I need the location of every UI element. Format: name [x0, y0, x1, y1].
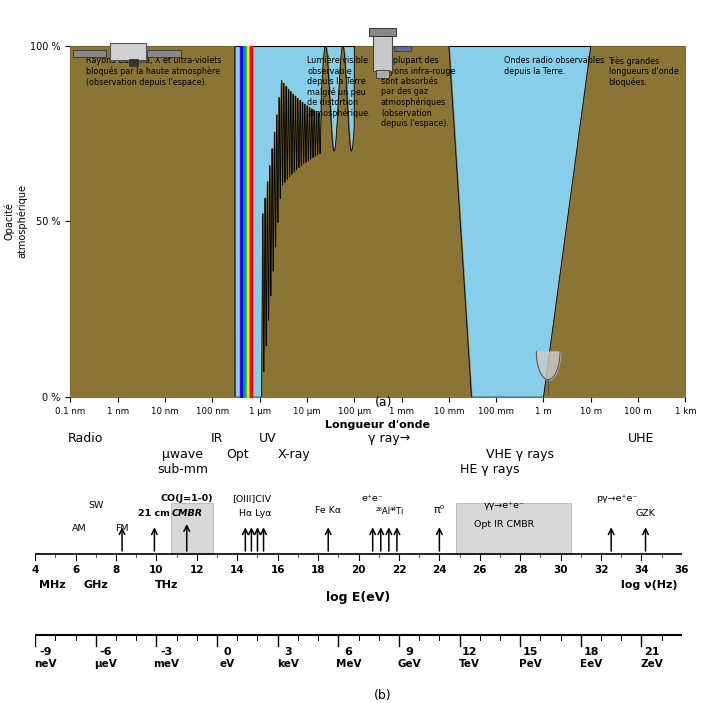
Text: 18: 18	[583, 647, 599, 657]
Text: SW: SW	[88, 501, 103, 510]
Text: (a): (a)	[375, 396, 392, 409]
Text: 6: 6	[72, 565, 79, 575]
Text: CO(J=1-0): CO(J=1-0)	[160, 494, 213, 503]
Text: HE γ rays: HE γ rays	[460, 463, 520, 475]
Text: La plupart des
rayons infra-rouge
sont absorbés
par des gaz
atmosphériques
(obse: La plupart des rayons infra-rouge sont a…	[381, 56, 456, 128]
Text: 22: 22	[392, 565, 406, 575]
Text: eV: eV	[219, 659, 235, 669]
Text: 30: 30	[553, 565, 568, 575]
Text: Ondes radio observables
depuis la Terre.: Ondes radio observables depuis la Terre.	[504, 56, 604, 76]
Text: log ν(Hz): log ν(Hz)	[621, 580, 678, 590]
Text: 21: 21	[644, 647, 659, 657]
Text: 28: 28	[513, 565, 527, 575]
Text: sub-mm: sub-mm	[157, 463, 208, 475]
Text: 32: 32	[594, 565, 608, 575]
Text: 36: 36	[675, 565, 689, 575]
Text: AM: AM	[72, 524, 87, 533]
Bar	[110, 43, 146, 60]
Text: neV: neV	[34, 659, 56, 669]
Text: log E(eV): log E(eV)	[326, 591, 391, 605]
Bar	[147, 50, 181, 57]
Text: MHz: MHz	[39, 580, 66, 590]
Text: Opt: Opt	[226, 448, 249, 461]
Bar	[129, 59, 138, 66]
Text: 4: 4	[32, 565, 39, 575]
Bar	[394, 46, 411, 51]
Bar	[373, 31, 392, 71]
Text: GZK: GZK	[636, 509, 655, 518]
Text: UHE: UHE	[628, 432, 654, 444]
Text: 0: 0	[224, 647, 231, 657]
Text: 15: 15	[522, 647, 538, 657]
Text: 14: 14	[230, 565, 245, 575]
Text: 9: 9	[405, 647, 413, 657]
Text: UV: UV	[259, 432, 276, 444]
Text: (b): (b)	[374, 690, 392, 702]
Text: GeV: GeV	[397, 659, 421, 669]
Text: EeV: EeV	[580, 659, 602, 669]
Bar	[72, 50, 106, 57]
Text: ZeV: ZeV	[640, 659, 663, 669]
Text: TeV: TeV	[459, 659, 480, 669]
Text: Radio: Radio	[68, 432, 103, 444]
Text: Très grandes
longueurs d'onde
bloquées.: Très grandes longueurs d'onde bloquées.	[609, 56, 678, 87]
Text: Opt IR CMBR: Opt IR CMBR	[474, 520, 534, 529]
Bar	[376, 70, 389, 78]
Text: keV: keV	[277, 659, 299, 669]
Text: 20: 20	[352, 565, 366, 575]
Text: ⁴⁴Ti: ⁴⁴Ti	[389, 508, 404, 516]
Text: 3: 3	[284, 647, 292, 657]
Text: π⁰: π⁰	[434, 505, 445, 515]
Text: 16: 16	[271, 565, 285, 575]
Text: THz: THz	[155, 580, 179, 590]
Bar	[369, 28, 396, 37]
Bar	[456, 503, 571, 554]
Text: -6: -6	[100, 647, 112, 657]
Text: μwave: μwave	[162, 448, 203, 461]
Text: Rayons Gamma, X et ultra-violets
bloqués par la haute atmosphère
(observation de: Rayons Gamma, X et ultra-violets bloqués…	[86, 56, 221, 86]
Text: 12: 12	[462, 647, 477, 657]
X-axis label: Longueur d'onde: Longueur d'onde	[325, 420, 430, 430]
Text: CMBR: CMBR	[171, 509, 202, 518]
Text: -9: -9	[39, 647, 51, 657]
Text: 26: 26	[472, 565, 487, 575]
Text: 10: 10	[149, 565, 164, 575]
Text: FM: FM	[115, 524, 129, 533]
Text: VHE γ rays: VHE γ rays	[486, 448, 554, 461]
Text: MeV: MeV	[335, 659, 361, 669]
Text: Lumière visible
observable
depuis la Terre
malgré un peu
de distortion
atmosphér: Lumière visible observable depuis la Ter…	[307, 56, 370, 118]
Text: PeV: PeV	[519, 659, 542, 669]
Text: 24: 24	[432, 565, 446, 575]
Text: 21 cm: 21 cm	[138, 509, 170, 518]
Text: meV: meV	[153, 659, 179, 669]
Text: Hα Lyα: Hα Lyα	[239, 509, 271, 518]
Text: 12: 12	[190, 565, 204, 575]
Text: pγ→e⁺e⁻: pγ→e⁺e⁻	[597, 494, 638, 503]
Text: 18: 18	[311, 565, 325, 575]
Text: 8: 8	[112, 565, 120, 575]
Text: -3: -3	[160, 647, 173, 657]
Text: GHz: GHz	[84, 580, 108, 590]
Text: IR: IR	[211, 432, 224, 444]
Text: γ ray→: γ ray→	[368, 432, 410, 444]
Bar	[171, 503, 213, 554]
Text: 34: 34	[634, 565, 649, 575]
Text: 6: 6	[344, 647, 352, 657]
Text: e⁺e⁻: e⁺e⁻	[362, 494, 384, 503]
Y-axis label: Opacité
atmosphérique: Opacité atmosphérique	[4, 184, 27, 259]
Text: μeV: μeV	[94, 659, 117, 669]
Text: Fe Kα: Fe Kα	[315, 505, 341, 515]
Text: γγ→e⁺e⁻: γγ→e⁺e⁻	[484, 501, 524, 510]
Text: ²⁶Al: ²⁶Al	[375, 508, 390, 516]
Text: X-ray: X-ray	[278, 448, 310, 461]
Text: [OIII]CIV: [OIII]CIV	[232, 494, 271, 503]
